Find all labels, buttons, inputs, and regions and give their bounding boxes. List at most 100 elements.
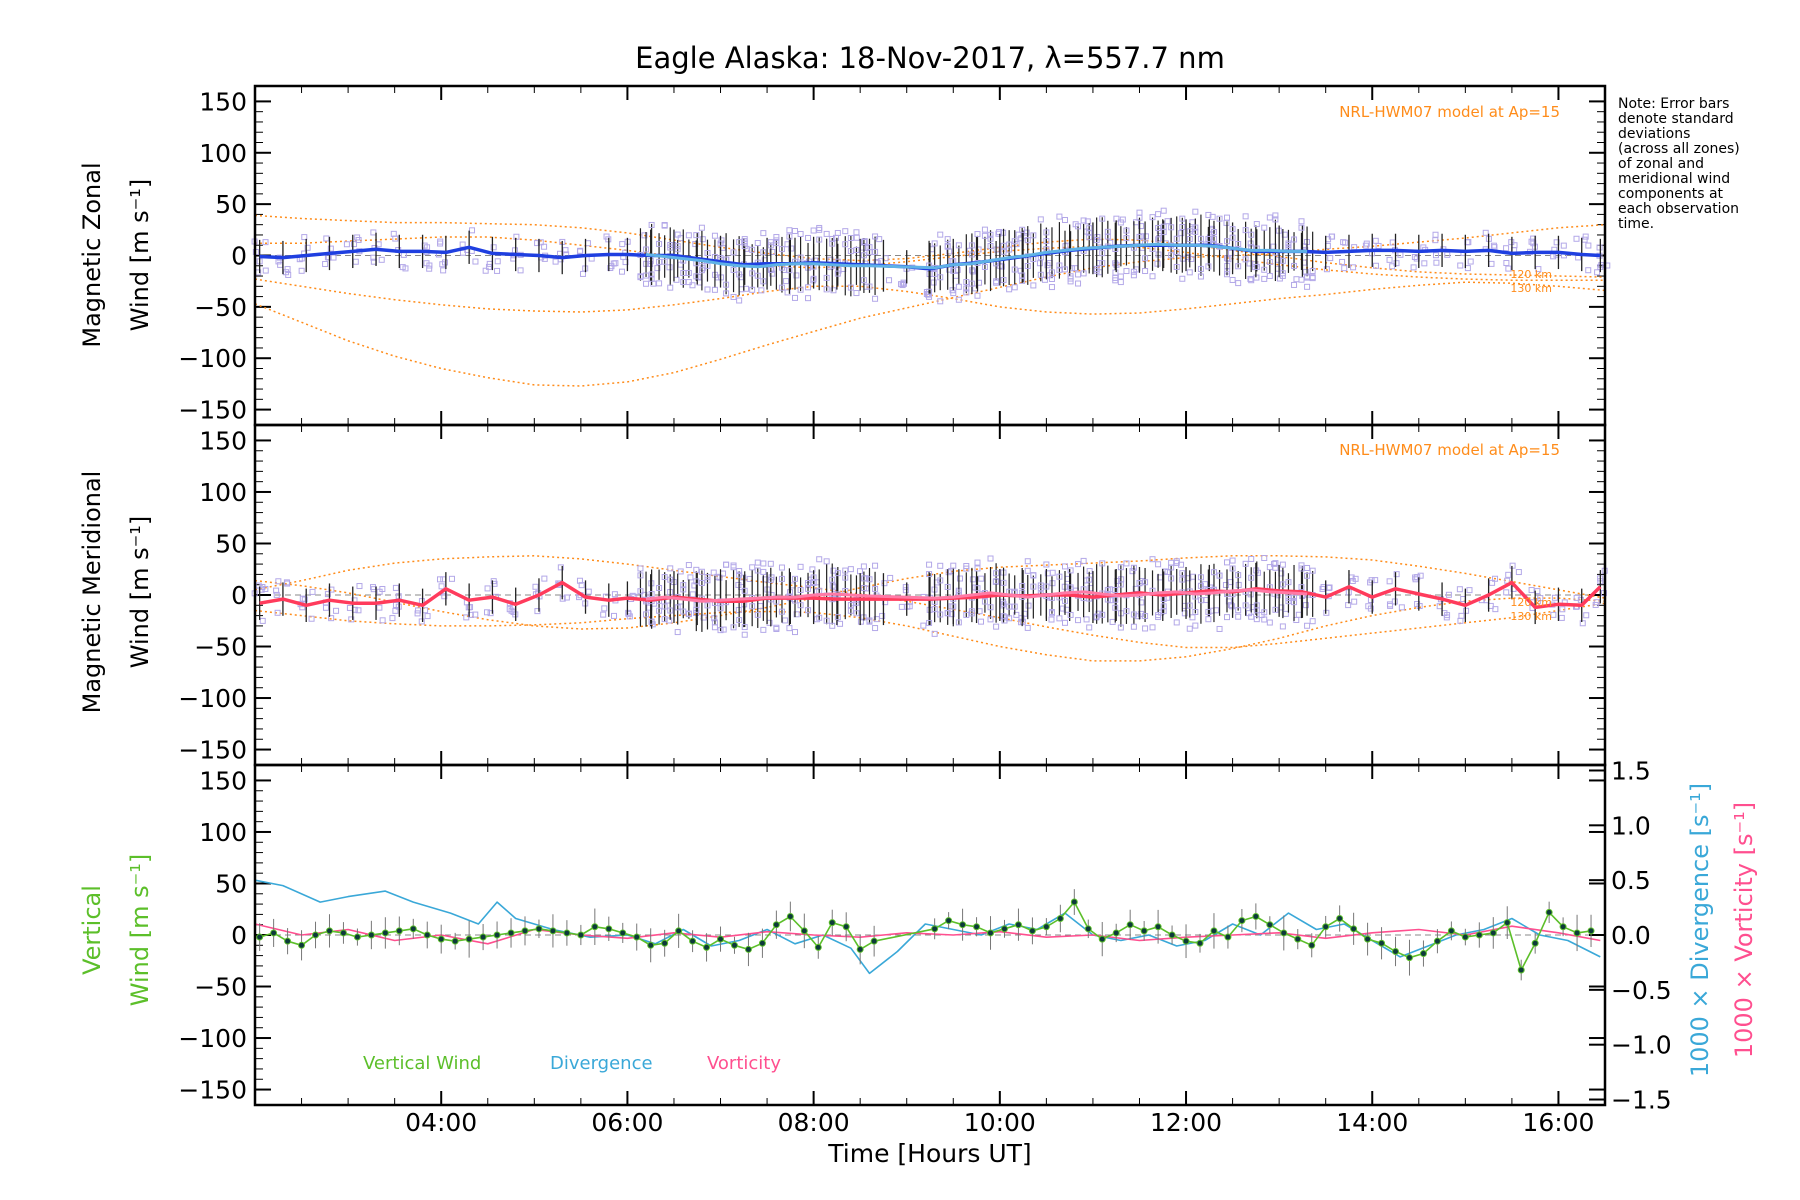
x-axis-label: Time [Hours UT] [827, 1139, 1031, 1168]
zone-point [1189, 219, 1196, 226]
zone-point [600, 611, 607, 618]
zone-point [1048, 269, 1055, 276]
zone-point [704, 577, 711, 584]
zone-point [1248, 574, 1255, 581]
zone-point [981, 232, 988, 239]
zone-point [1037, 271, 1044, 278]
y-tick-label: −150 [178, 736, 247, 765]
zone-point [749, 564, 756, 571]
zone-point [735, 581, 742, 588]
zone-point [711, 232, 718, 239]
zone-point [902, 584, 909, 591]
zone-point [704, 286, 711, 293]
note-line: meridional wind [1618, 171, 1730, 187]
vertical-wind-point [465, 935, 473, 943]
zone-point [749, 246, 756, 253]
zone-point [1179, 215, 1186, 222]
zone-point [767, 266, 774, 273]
zone-point [1041, 276, 1048, 283]
zone-point [723, 561, 730, 568]
vertical-wind-point [945, 917, 953, 925]
vertical-wind-point [1084, 925, 1092, 933]
zone-point [1242, 602, 1249, 609]
zone-point [993, 278, 1000, 285]
zone-point [758, 287, 765, 294]
y-tick-label: 150 [199, 426, 247, 455]
zone-point [438, 583, 445, 590]
zone-point [769, 270, 776, 277]
zone-point [562, 247, 569, 254]
zone-point [1011, 266, 1018, 273]
zone-point [872, 625, 879, 632]
zone-point [823, 286, 830, 293]
zone-point [685, 269, 692, 276]
zone-point [1117, 219, 1124, 226]
vertical-wind-point [521, 927, 529, 935]
zone-point [275, 258, 282, 265]
alt-label-meridional-130: 130 km [1510, 610, 1552, 623]
zone-point [1285, 598, 1292, 605]
zone-point [767, 239, 774, 246]
zone-point [1298, 562, 1305, 569]
zone-point [704, 262, 711, 269]
zone-point [637, 588, 644, 595]
zone-point [805, 234, 812, 241]
zone-point [511, 247, 518, 254]
zone-point [1585, 242, 1592, 249]
zone-point [717, 627, 724, 634]
vertical-wind-point [1308, 941, 1316, 949]
zone-point [389, 615, 396, 622]
zone-point [1285, 594, 1292, 601]
zone-point [767, 560, 774, 567]
zone-point [1043, 238, 1050, 245]
zone-point [698, 267, 705, 274]
vertical-wind-point [758, 939, 766, 947]
zone-point [773, 624, 780, 631]
zone-point [810, 275, 817, 282]
alt-label-zonal-120: 120 km [1510, 268, 1552, 281]
zone-point [680, 582, 687, 589]
zone-point [673, 276, 680, 283]
zone-point [704, 250, 711, 257]
zone-point [1279, 270, 1286, 277]
zone-point [711, 619, 718, 626]
zone-point [730, 266, 737, 273]
legend-vorticity: Vorticity [707, 1053, 781, 1074]
zone-point [760, 560, 767, 567]
zone-point [666, 264, 673, 271]
zone-point [485, 263, 492, 270]
x-tick-label: 14:00 [1336, 1108, 1408, 1137]
zone-point [448, 575, 455, 582]
vertical-wind-point [325, 927, 333, 935]
zone-point [1309, 618, 1316, 625]
zone-point [1253, 263, 1260, 270]
model-curve [254, 214, 1606, 278]
zone-point [720, 626, 727, 633]
zone-point [1024, 237, 1031, 244]
y2-tick-label: 1.5 [1611, 756, 1651, 785]
zone-point [1328, 233, 1335, 240]
zone-point [788, 245, 795, 252]
vertical-wind-point [298, 941, 306, 949]
zone-point [1457, 617, 1464, 624]
zone-point [1067, 584, 1074, 591]
zone-point [767, 242, 774, 249]
zone-point [805, 295, 812, 302]
zone-point [823, 558, 830, 565]
zone-point [1075, 617, 1082, 624]
zone-point [931, 240, 938, 247]
zone-point [1179, 224, 1186, 231]
zone-point [741, 631, 748, 638]
zone-point [1030, 583, 1037, 590]
zone-point [760, 568, 767, 575]
zone-point [944, 236, 951, 243]
zone-point [754, 567, 761, 574]
zone-point [1168, 575, 1175, 582]
zone-point [1248, 555, 1255, 562]
zone-point [322, 604, 329, 611]
zone-point [987, 604, 994, 611]
zone-point [1173, 248, 1180, 255]
zone-point [793, 272, 800, 279]
zone-point [1235, 263, 1242, 270]
zone-point [1099, 250, 1106, 257]
